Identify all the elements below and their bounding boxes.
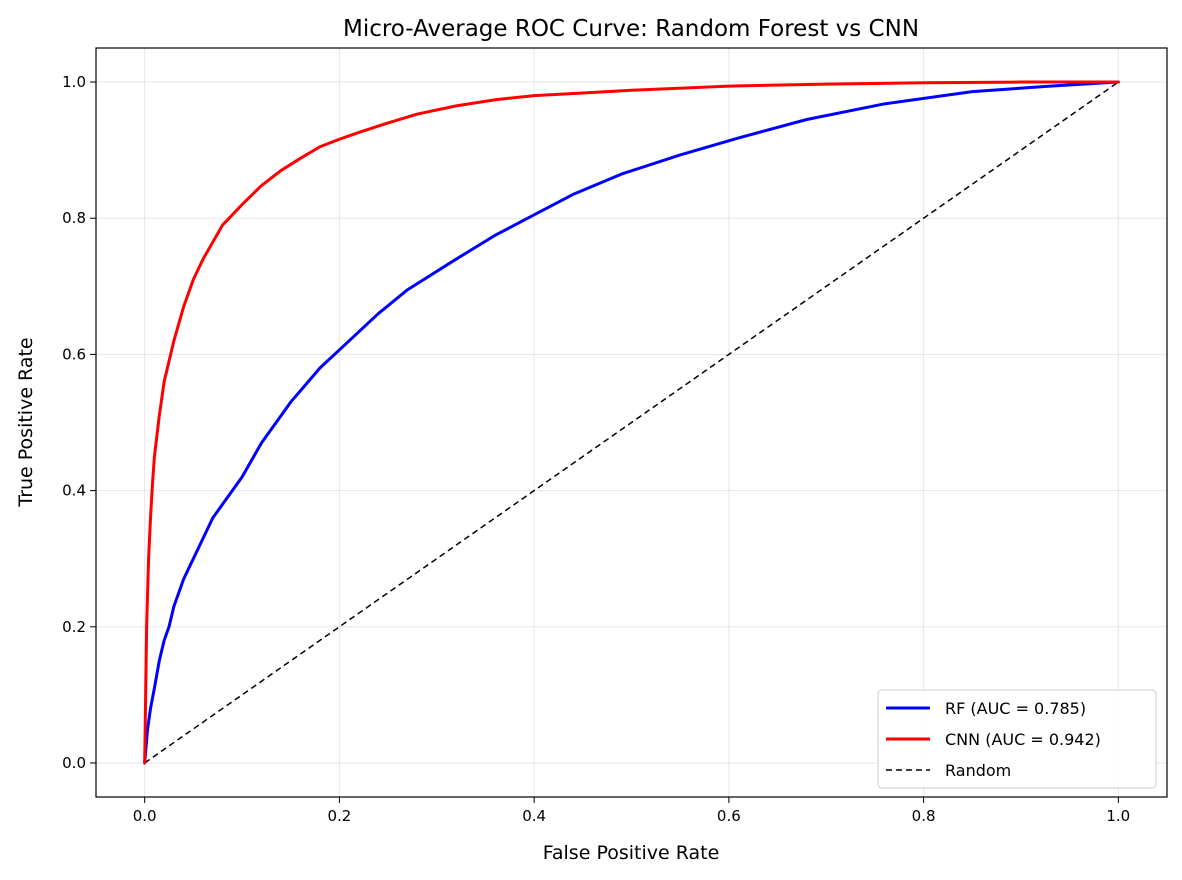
y-tick-label: 0.4 [62, 482, 86, 500]
x-tick-label: 0.0 [133, 807, 157, 825]
y-tick-label: 0.6 [62, 345, 86, 363]
x-tick-label: 0.8 [912, 807, 936, 825]
chart-title: Micro-Average ROC Curve: Random Forest v… [343, 16, 919, 42]
x-tick-label: 0.6 [717, 807, 741, 825]
x-tick-label: 1.0 [1106, 807, 1130, 825]
x-tick-label: 0.2 [327, 807, 351, 825]
y-tick-label: 0.8 [62, 209, 86, 227]
legend-entry-random-label: Random [945, 761, 1011, 780]
plot-frame [95, 47, 1168, 798]
ticks: 0.0 0.2 0.4 0.6 0.8 1.0 0.0 0.2 0.4 0.6 0.8 1.0 [62, 73, 1130, 825]
legend-entry-cnn-label: CNN (AUC = 0.942) [945, 730, 1101, 749]
y-tick-label: 1.0 [62, 73, 86, 91]
y-axis-label: True Positive Rate [15, 337, 37, 507]
legend: RF (AUC = 0.785) CNN (AUC = 0.942) Random [877, 689, 1157, 789]
grid [96, 48, 1167, 797]
legend-entry-rf-label: RF (AUC = 0.785) [945, 699, 1086, 718]
series-line-rf [143, 80, 1120, 765]
legend-box [877, 689, 1157, 789]
series-line-random [144, 81, 1119, 764]
x-tick-label: 0.4 [522, 807, 546, 825]
series-lines [143, 80, 1120, 765]
series-line-cnn [143, 80, 1120, 765]
x-axis-label: False Positive Rate [543, 842, 720, 864]
y-tick-label: 0.0 [62, 754, 86, 772]
y-tick-label: 0.2 [62, 618, 86, 636]
